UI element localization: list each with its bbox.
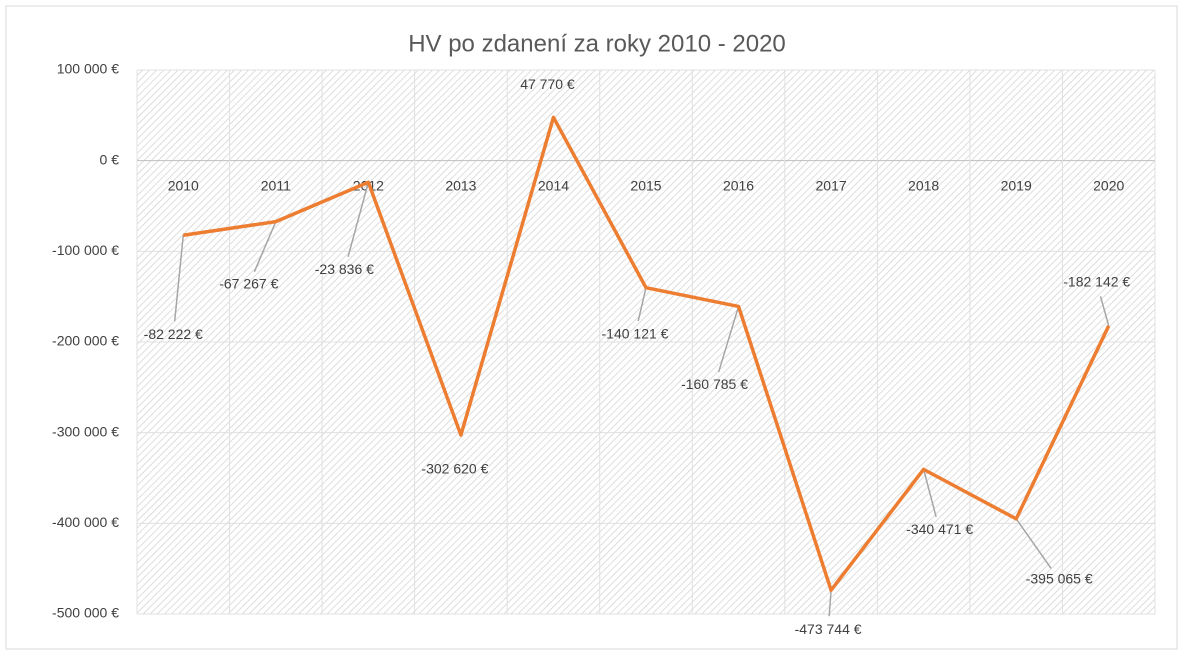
x-tick-label: 2010 — [168, 177, 199, 193]
data-label: -473 744 € — [795, 621, 862, 637]
y-tick-label: 100 000 € — [57, 61, 119, 77]
y-tick-label: -300 000 € — [52, 423, 119, 439]
data-label: -160 785 € — [681, 376, 748, 392]
leader-line — [347, 182, 370, 257]
y-tick-label: -100 000 € — [52, 242, 119, 258]
data-label: -23 836 € — [315, 261, 374, 277]
data-label: -182 142 € — [1063, 274, 1130, 290]
x-tick-label: 2018 — [908, 177, 939, 193]
leader-line — [1099, 296, 1110, 327]
y-tick-label: 0 € — [100, 151, 120, 167]
data-label: 47 770 € — [520, 76, 575, 92]
y-tick-label: -400 000 € — [52, 514, 119, 530]
data-label: -67 267 € — [219, 275, 278, 291]
y-tick-label: -200 000 € — [52, 333, 119, 349]
leader-line — [828, 590, 832, 617]
x-tick-label: 2015 — [630, 177, 661, 193]
leader-line — [1015, 518, 1052, 569]
data-label: -140 121 € — [602, 325, 669, 341]
x-tick-label: 2020 — [1093, 177, 1124, 193]
x-tick-label: 2011 — [261, 177, 291, 193]
data-label: -82 222 € — [144, 326, 203, 342]
y-tick-label: -500 000 € — [52, 605, 119, 621]
x-tick-label: 2019 — [1001, 177, 1032, 193]
data-label: -395 065 € — [1026, 571, 1093, 587]
x-tick-label: 2016 — [723, 177, 754, 193]
chart-title: HV po zdanení za roky 2010 - 2020 — [408, 30, 786, 57]
x-tick-label: 2017 — [816, 177, 847, 193]
data-line — [183, 115, 1111, 592]
leader-line — [173, 235, 185, 322]
leader-line — [253, 221, 277, 273]
x-tick-label: 2013 — [445, 177, 476, 193]
leader-line — [637, 287, 647, 322]
data-label: -340 471 € — [906, 521, 973, 537]
x-tick-label: 2014 — [538, 177, 569, 193]
leader-line — [717, 306, 740, 373]
data-label: -302 620 € — [421, 461, 488, 477]
leader-line — [922, 469, 937, 518]
